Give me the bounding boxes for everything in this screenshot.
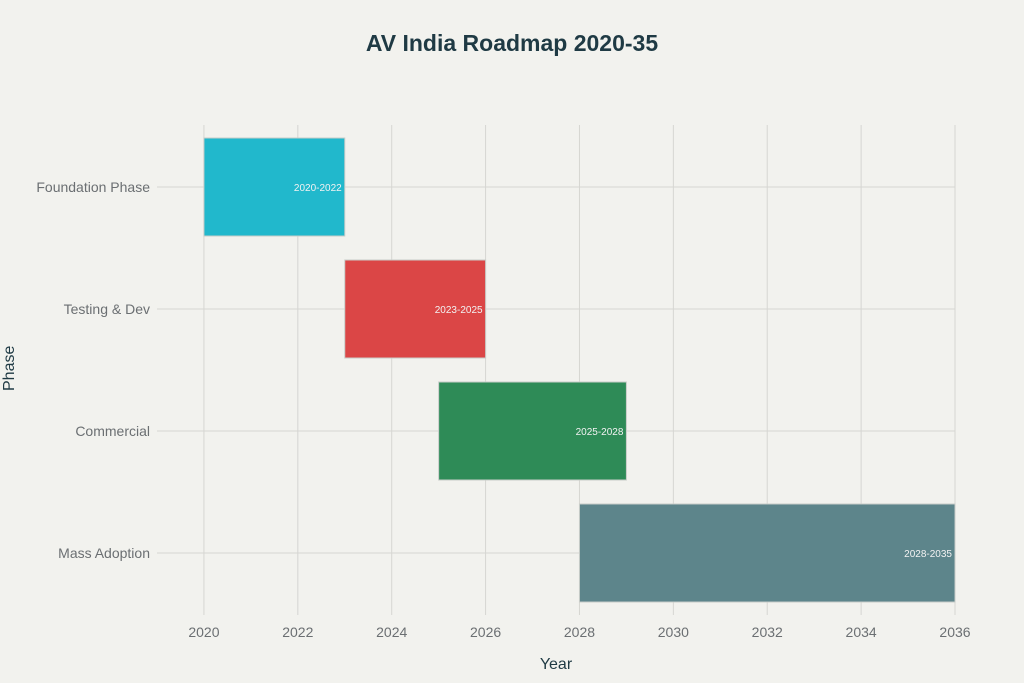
x-axis-label: Year [539,656,573,673]
x-tick-label: 2028 [564,624,595,640]
gantt-bar [203,137,346,237]
x-tick-label: 2034 [846,624,877,640]
bar-data-label: 2025-2028 [576,427,624,438]
y-tick-label: Mass Adoption [58,545,150,561]
gantt-bar [578,503,956,603]
bar-data-label: 2020-2022 [294,183,342,194]
x-tick-label: 2022 [282,624,313,640]
y-tick-label: Commercial [75,423,150,439]
y-axis-label: Phase [1,345,18,391]
x-tick-label: 2032 [752,624,783,640]
x-tick-label: 2036 [939,624,970,640]
y-tick-label: Foundation Phase [36,179,150,195]
x-tick-label: 2024 [376,624,407,640]
x-tick-label: 2026 [470,624,501,640]
x-tick-label: 2030 [658,624,689,640]
gantt-bar [438,381,627,481]
chart-title: AV India Roadmap 2020-35 [365,30,659,56]
y-tick-label: Testing & Dev [64,301,150,317]
x-tick-label: 2020 [188,624,219,640]
gantt-bar [344,259,487,359]
bar-data-label: 2023-2025 [435,305,483,316]
bar-data-label: 2028-2035 [904,549,952,560]
